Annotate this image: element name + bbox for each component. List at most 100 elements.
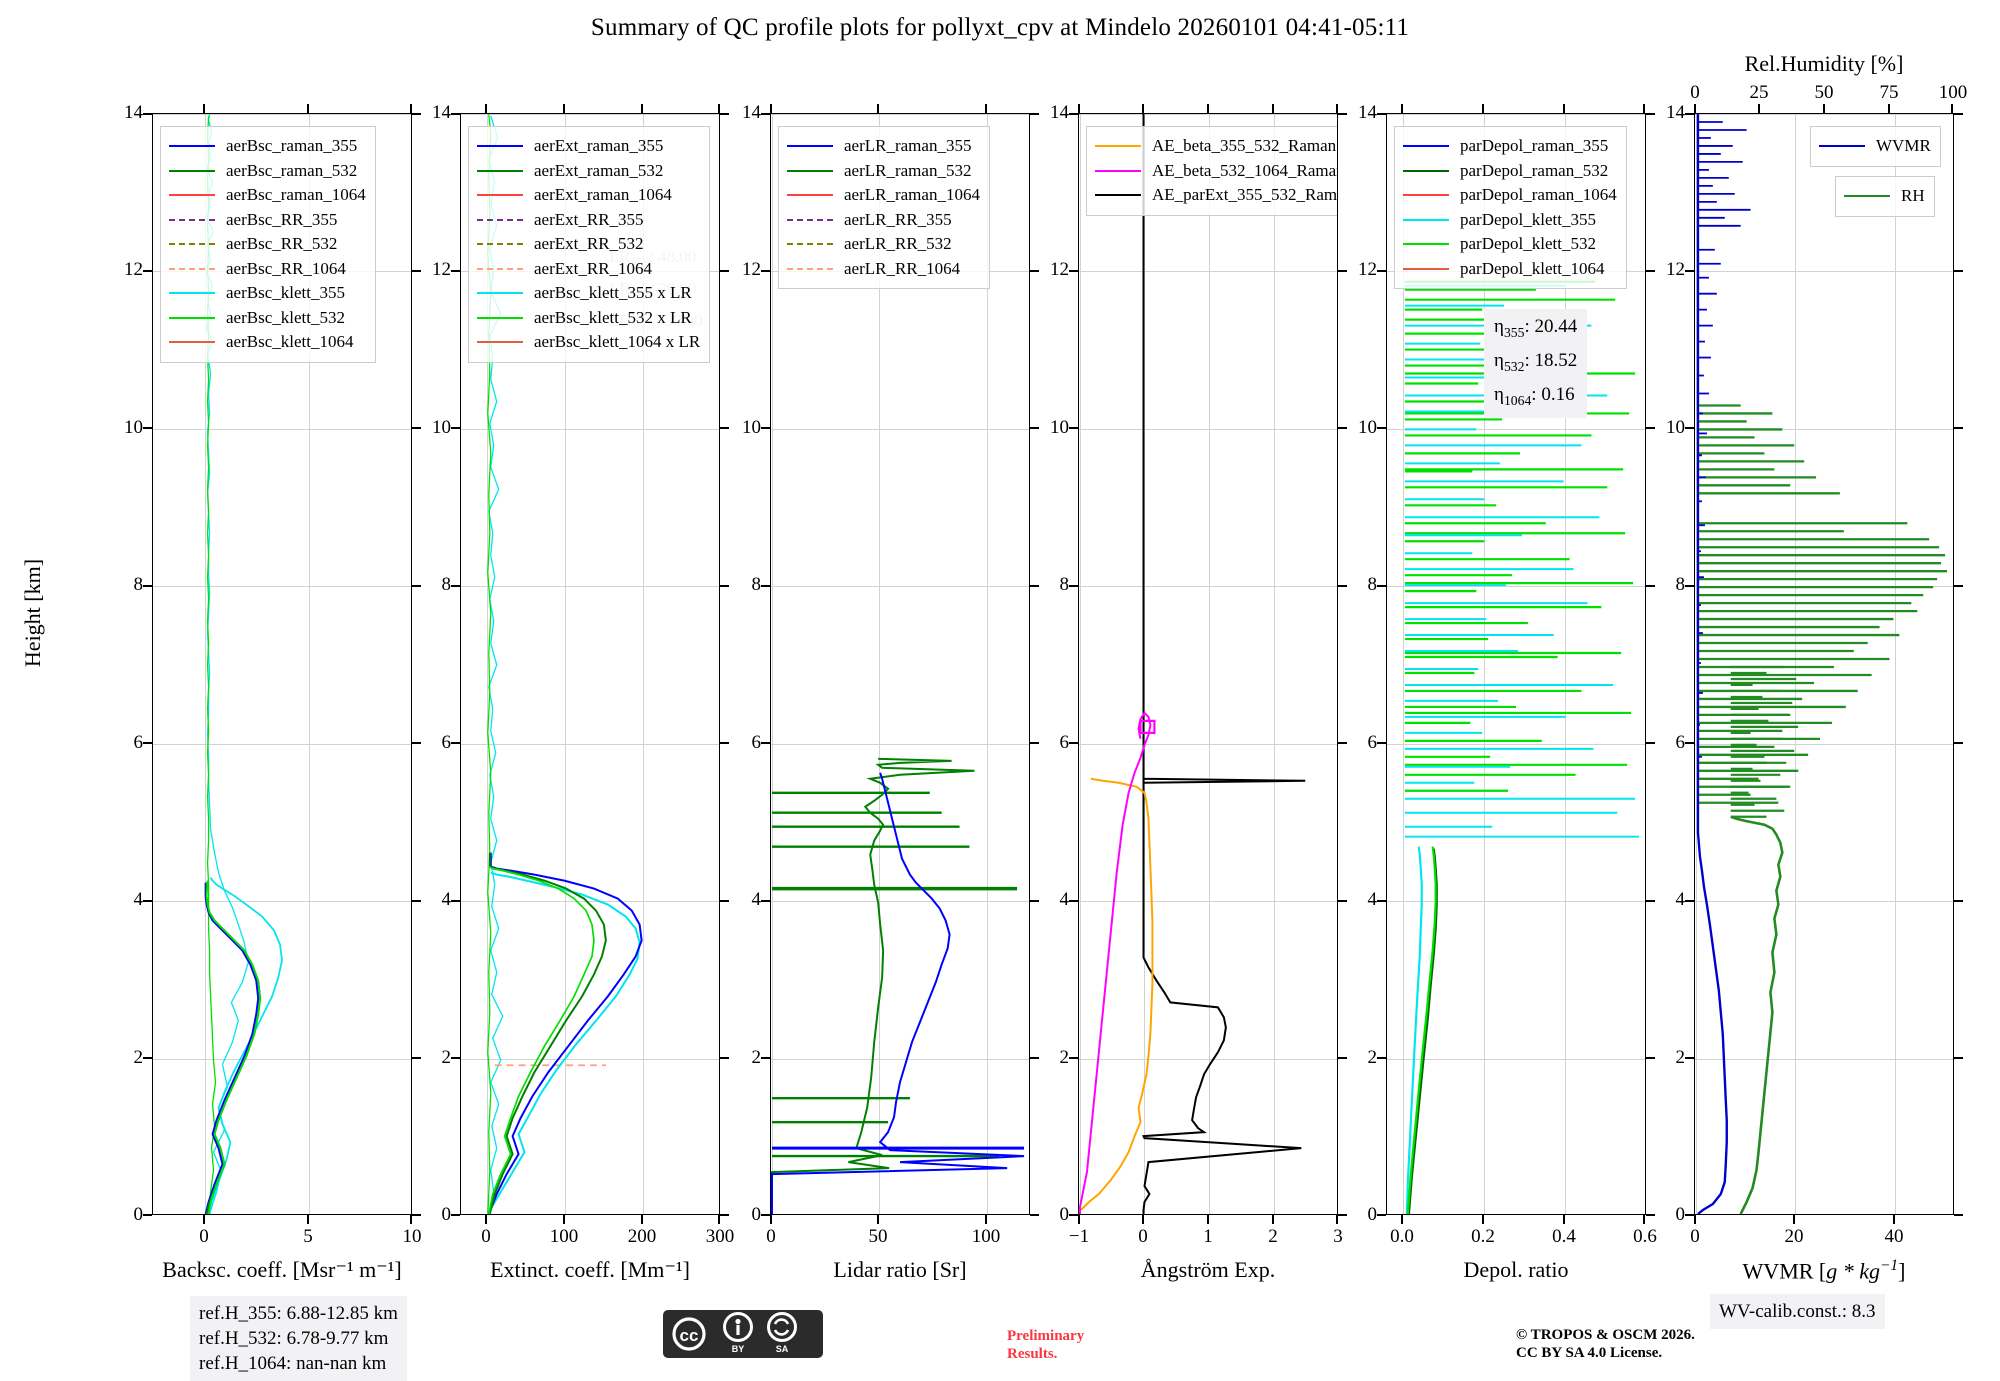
legend-swatch <box>169 145 215 148</box>
legend-item: parDepol_raman_532 <box>1403 159 1617 184</box>
legend-label: AE_parExt_355_532_Raman <box>1152 185 1338 204</box>
wvmr-label-math: g * kg <box>1826 1258 1881 1284</box>
legend-item: aerBsc_RR_1064 <box>169 257 366 282</box>
legend-label: aerBsc_klett_532 <box>226 307 345 327</box>
y-tick-label: 0 <box>751 1204 762 1225</box>
legend-item: AE_parExt_355_532_Raman <box>1095 183 1338 208</box>
x-tick-label: 0 <box>766 1226 776 1247</box>
legend-swatch <box>1403 145 1449 148</box>
legend-label: aerExt_RR_355 <box>534 209 644 229</box>
y-tick-label: 4 <box>441 889 452 911</box>
plot-area-backscatter: aerBsc_raman_355 aerBsc_raman_532 aerBsc… <box>152 113 412 1215</box>
legend-label: aerExt_raman_1064 <box>534 185 672 204</box>
y-tick-label: 8 <box>751 574 762 596</box>
legend-swatch <box>1095 169 1141 172</box>
x-axis-label-lidar-ratio: Lidar ratio [Sr] <box>833 1257 967 1282</box>
y-tick-label: 6 <box>1059 731 1070 753</box>
y-tick-label: 8 <box>1675 574 1686 596</box>
legend-rh: RH <box>1835 176 1935 217</box>
y-tick-label: 2 <box>1367 1046 1378 1068</box>
x-tick-label: 100 <box>549 1226 579 1247</box>
y-tick-label: 8 <box>441 574 452 596</box>
y-tick-label: 14 <box>1050 102 1069 123</box>
eta-value: 18.52 <box>1534 349 1578 371</box>
y-tick-label: 10 <box>432 416 451 438</box>
legend-label: aerExt_raman_355 <box>534 136 664 155</box>
legend-swatch <box>787 218 833 221</box>
refh-355: ref.H_355: 6.88-12.85 km <box>199 1303 398 1324</box>
x-tick-label: 0 <box>199 1226 209 1247</box>
panel-backscatter: aerBsc_raman_355 aerBsc_raman_532 aerBsc… <box>124 102 422 1282</box>
y-tick-label: 14 <box>1358 102 1377 123</box>
legend-label: aerBsc_klett_1064 x LR <box>534 332 701 351</box>
copyright-line-2: CC BY SA 4.0 License. <box>1516 1345 1663 1361</box>
legend-item: parDepol_klett_532 <box>1403 232 1617 257</box>
x-axis-label-backscatter: Backsc. coeff. [Msr⁻¹ m⁻¹] <box>162 1257 402 1282</box>
wv-calibration-box: WV-calib.const.: 8.3 <box>1710 1294 1885 1329</box>
legend-label: parDepol_raman_1064 <box>1460 185 1617 204</box>
legend-swatch <box>477 194 523 197</box>
legend-item: aerBsc_klett_1064 x LR <box>477 330 700 355</box>
legend-label: aerLR_raman_355 <box>844 136 972 155</box>
y-tick-label: 0 <box>1675 1204 1686 1225</box>
legend-angstrom: AE_beta_355_532_Raman AE_beta_532_1064_R… <box>1086 126 1338 216</box>
x-tick-label: 0.0 <box>1390 1226 1414 1247</box>
legend-item: aerBsc_raman_532 <box>169 159 366 184</box>
y-tick-label: 0 <box>441 1204 452 1225</box>
eta-sub: 532 <box>1503 358 1525 374</box>
y-tick-label: 14 <box>432 102 451 123</box>
x-tick-label: 0 <box>1138 1226 1148 1247</box>
legend-swatch <box>787 145 833 148</box>
legend-label: WVMR <box>1876 136 1931 155</box>
y-tick-label: 14 <box>124 102 143 123</box>
x-tick-label: 300 <box>705 1226 735 1247</box>
legend-label: aerLR_RR_355 <box>844 209 952 229</box>
x-tick-label: 3 <box>1333 1226 1343 1247</box>
legend-swatch <box>169 243 215 246</box>
top-x-tick-label: 100 <box>1938 82 1968 103</box>
eta-value: 20.44 <box>1534 316 1578 337</box>
y-tick-label: 6 <box>1367 731 1378 753</box>
top-axis-label-rh: Rel.Humidity [%] <box>1744 51 1904 76</box>
y-tick-label: 2 <box>1675 1046 1686 1068</box>
legend-swatch <box>169 341 215 344</box>
curves-depolarization <box>1404 280 1640 1214</box>
wvmr-label-main: WVMR [ <box>1742 1258 1827 1284</box>
legend-item: aerBsc_RR_532 <box>169 232 366 257</box>
legend-label: aerBsc_RR_355 <box>226 209 338 229</box>
wvmr-label-tail: ] <box>1898 1258 1906 1284</box>
legend-label: aerBsc_klett_532 x LR <box>534 307 692 327</box>
y-tick-label: 2 <box>133 1046 144 1068</box>
legend-item: parDepol_raman_355 <box>1403 134 1617 159</box>
x-tick-label: 50 <box>868 1226 888 1247</box>
legend-item: parDepol_klett_1064 <box>1403 257 1617 282</box>
legend-swatch <box>787 267 833 270</box>
legend-swatch <box>1403 169 1449 172</box>
legend-item: WVMR <box>1819 134 1931 159</box>
legend-item: aerExt_raman_532 <box>477 159 700 184</box>
legend-swatch <box>1095 145 1141 148</box>
y-tick-label: 2 <box>751 1046 762 1068</box>
legend-label: aerBsc_RR_532 <box>226 234 338 253</box>
legend-item: parDepol_klett_355 <box>1403 208 1617 233</box>
x-tick-label: 5 <box>303 1226 313 1247</box>
svg-text:cc: cc <box>680 1326 699 1345</box>
legend-swatch <box>169 218 215 221</box>
preliminary-results-note: Preliminary Results. <box>1007 1327 1084 1363</box>
legend-item: aerExt_RR_355 <box>477 208 700 233</box>
eta-sub: 1064 <box>1503 392 1532 408</box>
y-tick-label: 12 <box>432 259 451 281</box>
x-tick-label: 100 <box>971 1226 1001 1247</box>
legend-label: aerExt_raman_532 <box>534 160 664 180</box>
legend-wvmr: WVMR <box>1810 126 1941 167</box>
y-tick-label: 10 <box>742 416 761 438</box>
legend-label: parDepol_raman_355 <box>1460 136 1609 155</box>
legend-item: AE_beta_355_532_Raman <box>1095 134 1337 159</box>
legend-swatch <box>477 218 523 221</box>
y-tick-label: 10 <box>1050 416 1069 438</box>
y-tick-label: 4 <box>133 889 144 911</box>
panel-lidar-ratio: aerLR_raman_355 aerLR_raman_532 aerLR_ra… <box>742 102 1039 1282</box>
y-tick-label: 10 <box>1358 416 1377 438</box>
legend-item: aerLR_RR_355 <box>787 208 980 233</box>
x-axis-label-angstrom: Ångström Exp. <box>1140 1257 1276 1282</box>
